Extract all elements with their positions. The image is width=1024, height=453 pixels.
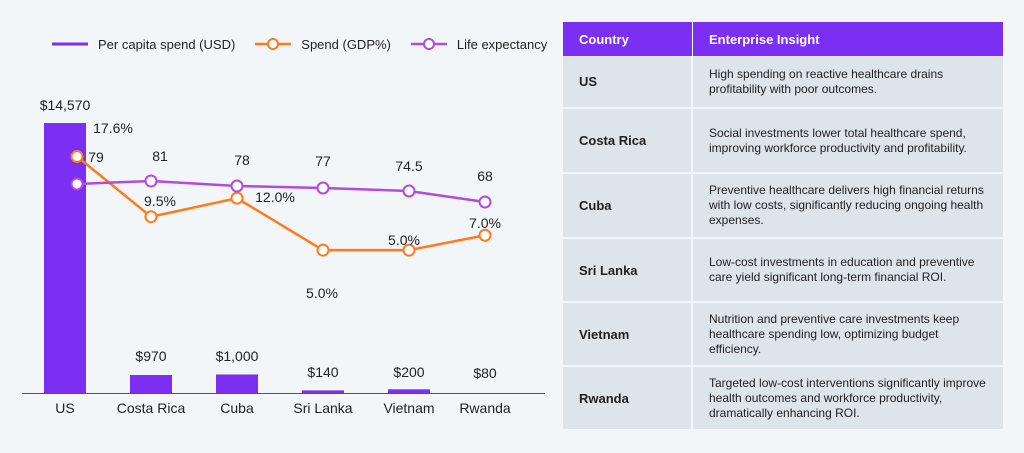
insight-cell: Preventive healthcare delivers high fina… — [693, 174, 1003, 239]
life-value-label: 77 — [315, 153, 331, 169]
country-cell: US — [563, 56, 693, 109]
legend-item-per-capita: Per capita spend (USD) — [50, 37, 235, 52]
insight-cell: High spending on reactive healthcare dra… — [693, 56, 1003, 109]
gdp-point — [230, 191, 244, 205]
gdp-value-label: 5.0% — [388, 232, 420, 248]
life-value-label: 81 — [152, 148, 168, 164]
legend-item-gdp: Spend (GDP%) — [253, 37, 391, 52]
life-point — [402, 184, 416, 198]
insight-cell: Targeted low-cost interventions signific… — [693, 367, 1003, 431]
legend-item-life: Life expectancy — [409, 37, 547, 52]
bar — [302, 390, 344, 393]
table-header-row: Country Enterprise Insight — [563, 22, 1003, 56]
legend-line-circle-icon — [255, 38, 292, 50]
life-point — [316, 181, 330, 195]
x-tick-label: Rwanda — [459, 400, 511, 416]
header-country: Country — [563, 22, 693, 56]
country-cell: Costa Rica — [563, 109, 693, 174]
legend-label-gdp: Spend (GDP%) — [301, 36, 391, 52]
life-value-label: 78 — [234, 152, 250, 168]
gdp-point — [144, 210, 158, 224]
bar-value-label: $1,000 — [216, 348, 259, 364]
bar — [44, 123, 86, 393]
life-line — [76, 179, 486, 204]
gdp-point — [70, 150, 84, 164]
bar — [216, 374, 258, 393]
country-cell: Rwanda — [563, 367, 693, 431]
header-insight: Enterprise Insight — [693, 22, 1003, 56]
gdp-value-label: 9.5% — [144, 193, 176, 209]
legend-line-icon — [52, 42, 88, 46]
life-value-label: 68 — [477, 168, 493, 184]
gdp-value-label: 7.0% — [469, 215, 501, 231]
x-tick-label: Cuba — [220, 400, 254, 416]
life-point — [478, 195, 492, 209]
bar — [130, 375, 172, 393]
life-point — [230, 179, 244, 193]
gdp-point — [316, 243, 330, 257]
table-row: Cuba Preventive healthcare delivers high… — [563, 174, 1003, 239]
gdp-point — [478, 228, 492, 242]
chart: $14,570 $970 $1,000 $140 $200 $80 17.6% 9.5% 12.… — [22, 97, 545, 416]
bar-value-label: $140 — [307, 364, 338, 380]
x-tick-label: Vietnam — [383, 400, 434, 416]
life-point — [70, 177, 84, 191]
gdp-value-label: 5.0% — [306, 285, 338, 301]
bar-value-label: $14,570 — [40, 97, 91, 113]
insight-cell: Social investments lower total healthcar… — [693, 109, 1003, 174]
legend-label-life: Life expectancy — [456, 36, 548, 52]
legend-label-per-capita: Per capita spend (USD) — [98, 36, 236, 52]
x-tick-label: Sri Lanka — [293, 400, 352, 416]
country-cell: Vietnam — [563, 303, 693, 367]
insight-cell: Nutrition and preventive care investment… — [693, 303, 1003, 367]
country-cell: Sri Lanka — [563, 239, 693, 303]
gdp-value-label: 17.6% — [93, 120, 133, 136]
x-tick-label: US — [55, 400, 74, 416]
table-row: US High spending on reactive healthcare … — [563, 56, 1003, 109]
table-row: Vietnam Nutrition and preventive care in… — [563, 303, 1003, 367]
bar-value-label: $80 — [473, 365, 497, 381]
x-tick-label: Costa Rica — [117, 400, 186, 416]
bar-value-label: $970 — [135, 348, 166, 364]
life-value-label: 79 — [88, 149, 104, 165]
chart-legend: Per capita spend (USD) Spend (GDP%) Life… — [50, 34, 565, 54]
insight-table: Country Enterprise Insight US High spend… — [563, 22, 1003, 431]
gdp-value-label: 12.0% — [255, 189, 295, 205]
table-row: Costa Rica Social investments lower tota… — [563, 109, 1003, 174]
legend-line-circle-icon — [410, 38, 447, 50]
table-row: Rwanda Targeted low-cost interventions s… — [563, 367, 1003, 431]
life-point — [144, 174, 158, 188]
gdp-line — [76, 155, 486, 252]
life-value-label: 74.5 — [395, 158, 422, 174]
bar-value-label: $200 — [393, 364, 424, 380]
insight-cell: Low-cost investments in education and pr… — [693, 239, 1003, 303]
gdp-point — [402, 243, 416, 257]
table-row: Sri Lanka Low-cost investments in educat… — [563, 239, 1003, 303]
bar — [388, 389, 430, 393]
country-cell: Cuba — [563, 174, 693, 239]
